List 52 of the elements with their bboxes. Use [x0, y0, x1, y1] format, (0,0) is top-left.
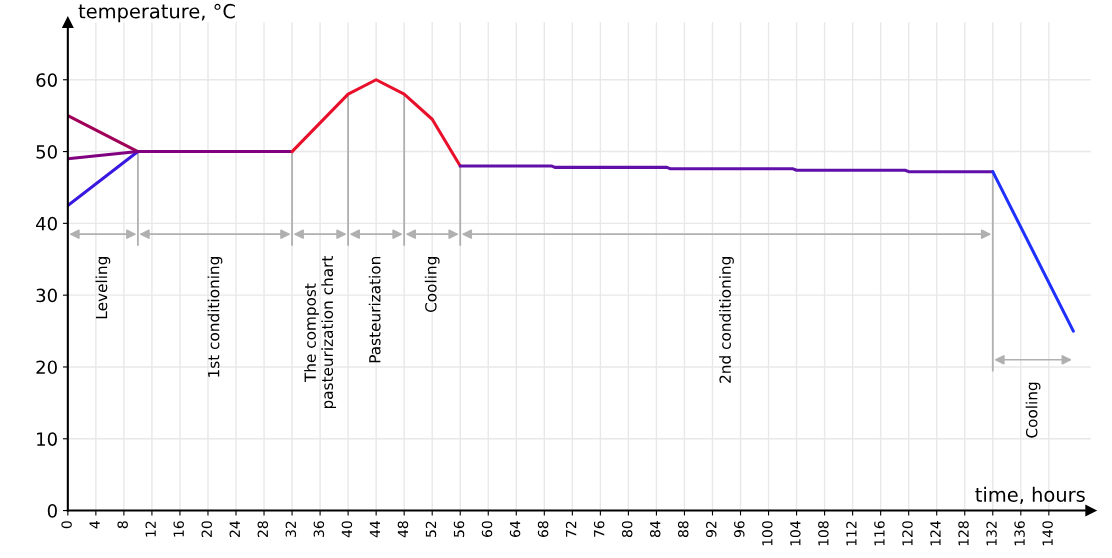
y-axis-title: temperature, °C — [78, 3, 235, 23]
x-tick-label: 132 — [986, 521, 997, 546]
x-tick-label: 120 — [902, 521, 913, 546]
x-tick-label: 0 — [61, 521, 72, 529]
annotation: Leveling — [95, 257, 111, 319]
x-tick-label: 84 — [649, 521, 661, 538]
x-tick-label: 44 — [369, 521, 380, 538]
x-tick-label: 12 — [145, 521, 156, 537]
annotation: Cooling — [424, 257, 440, 313]
annotation: 1st conditioning — [207, 257, 223, 377]
x-tick-label: 76 — [593, 521, 605, 537]
x-tick-label: 72 — [565, 521, 577, 537]
x-tick-label: 24 — [229, 521, 240, 537]
y-tick-label: 20 — [36, 360, 57, 375]
x-tick-label: 124 — [930, 521, 941, 546]
x-tick-label: 16 — [173, 521, 184, 537]
x-tick-label: 136 — [1014, 521, 1025, 546]
x-tick-label: 88 — [677, 521, 689, 538]
x-tick-label: 36 — [313, 521, 325, 537]
x-tick-label: 80 — [621, 521, 633, 538]
x-tick-label: 112 — [846, 521, 857, 546]
x-tick-label: 20 — [201, 521, 212, 537]
x-tick-label: 68 — [537, 521, 549, 537]
y-tick-label: 0 — [47, 504, 57, 518]
x-tick-label: 52 — [425, 521, 437, 537]
y-tick-label: 50 — [36, 145, 57, 159]
x-tick-label: 4 — [89, 521, 100, 529]
x-tick-label: 96 — [734, 521, 745, 538]
y-tick-label: 30 — [36, 288, 57, 303]
x-tick-label: 8 — [117, 521, 128, 529]
annotation: Cooling — [1025, 382, 1041, 438]
x-tick-label: 116 — [874, 521, 885, 546]
x-axis-title: time, hours — [975, 486, 1085, 504]
x-tick-label: 64 — [509, 521, 521, 537]
x-tick-label: 28 — [257, 521, 269, 537]
annotation: The compost pasteurization chart — [304, 256, 337, 409]
x-tick-label: 140 — [1042, 521, 1053, 546]
y-tick-label: 10 — [37, 432, 57, 446]
x-tick-label: 128 — [958, 521, 969, 546]
x-tick-label: 48 — [397, 521, 409, 538]
x-tick-label: 32 — [285, 521, 297, 537]
y-tick-label: 60 — [36, 73, 57, 87]
annotation: Pasteurization — [368, 256, 381, 363]
x-tick-label: 104 — [790, 521, 801, 546]
x-tick-label: 40 — [341, 521, 353, 538]
x-tick-label: 108 — [818, 521, 829, 546]
x-tick-label: 92 — [706, 521, 717, 538]
annotation: 2nd conditioning — [719, 257, 734, 383]
y-tick-label: 40 — [36, 216, 57, 231]
x-tick-label: 60 — [481, 521, 493, 537]
x-tick-label: 56 — [453, 521, 465, 537]
x-tick-label: 100 — [762, 521, 773, 546]
